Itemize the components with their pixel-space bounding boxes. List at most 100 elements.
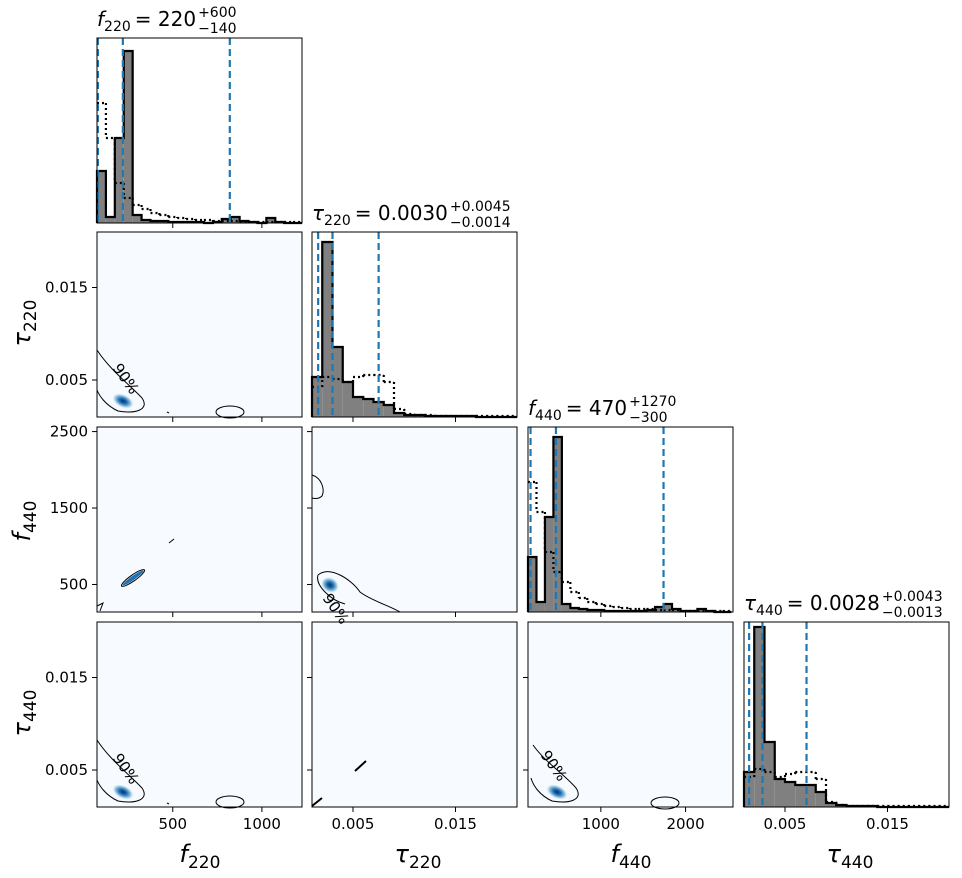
panel-frame: [743, 621, 950, 808]
title-subscript: 440: [756, 603, 783, 619]
hist-bar: [123, 51, 133, 223]
title-symbol: f: [528, 396, 538, 420]
title-symbol: f: [97, 7, 107, 31]
y-axis-label: τ440: [8, 690, 41, 737]
hist-bar: [141, 220, 151, 223]
contour: [168, 538, 175, 544]
title-subscript: 220: [104, 19, 131, 35]
axis-subscript: 440: [619, 853, 651, 873]
hist-bar: [97, 171, 106, 223]
hist-bar: [105, 217, 115, 223]
panel-bg: [528, 622, 733, 807]
contour: [650, 796, 680, 810]
title-symbol: τ: [312, 201, 325, 225]
x-tick-label: 500: [158, 815, 187, 833]
hist-bar: [383, 405, 394, 417]
panel-title: τ440 = 0.0028 +0.0043 −0.0013: [744, 589, 943, 621]
y-tick-label: 0.015: [45, 669, 88, 687]
panel-frame: [311, 231, 518, 418]
y-tick-label: 0.005: [45, 761, 88, 779]
panel-frame: [311, 426, 518, 613]
y-tick-label: 0.005: [45, 371, 88, 389]
y-axis-label: f440: [8, 501, 41, 542]
hist-bar: [230, 217, 240, 223]
axis-subscript: 440: [21, 501, 41, 533]
density-blob: [111, 783, 135, 801]
title-value: = 0.0030: [355, 201, 448, 225]
hist-bar: [655, 607, 664, 612]
hist-bar: [363, 399, 374, 417]
density-panels: [96, 232, 733, 810]
x-axis-label: f440: [611, 840, 652, 873]
contour: [96, 349, 145, 413]
axis-symbol: τ: [395, 840, 410, 868]
x-tick-label: 2000: [666, 815, 704, 833]
axis-symbol: τ: [8, 332, 36, 347]
panel-frame: [96, 621, 303, 808]
panel-frame: [96, 426, 303, 613]
y-tick-label: 500: [59, 575, 88, 593]
x-axis-label: f220: [180, 840, 221, 873]
contour: [96, 739, 145, 803]
panel-frame: [311, 621, 518, 808]
x-tick-label: 1000: [243, 815, 281, 833]
hist-bar: [528, 557, 537, 612]
hist-bar: [785, 782, 796, 807]
x-tick-label: 0.015: [866, 815, 909, 833]
hist-bar: [322, 242, 333, 417]
contour: [96, 601, 104, 612]
title-value: = 220: [135, 7, 196, 31]
hist-bar: [578, 609, 588, 612]
hist-bar: [536, 602, 545, 612]
contour: [166, 411, 170, 414]
title-value: = 0.0028: [787, 591, 880, 615]
panel-title: f220 = 220 +600 −140: [97, 5, 237, 37]
title-plus: +1270: [629, 394, 676, 410]
x-tick-label: 0.005: [332, 815, 375, 833]
title-minus: −0.0013: [882, 605, 943, 621]
hist-bar: [764, 742, 775, 807]
panel-frame: [527, 426, 734, 613]
contour: [317, 571, 401, 613]
contour: [215, 795, 245, 809]
axis-subscript: 440: [21, 690, 41, 722]
title-value: = 470: [566, 396, 627, 420]
density-blob: [111, 392, 135, 410]
axis-subscript: 220: [409, 853, 441, 873]
hist-bar: [353, 397, 364, 417]
panel-title: f440 = 470 +1270 −300: [528, 394, 676, 426]
title-plus: +0.0043: [882, 589, 943, 605]
hist-bar: [553, 437, 562, 612]
hist-bar: [672, 609, 681, 612]
hist-bar: [394, 413, 405, 417]
hist-bar: [697, 609, 706, 612]
panel-bg: [97, 232, 302, 417]
y-tick-label: 2500: [50, 423, 88, 441]
x-axis-label: τ440: [827, 840, 874, 873]
axis-subscript: 220: [188, 853, 220, 873]
x-tick-label: 0.005: [764, 815, 807, 833]
title-symbol: τ: [744, 591, 757, 615]
contour: [530, 744, 579, 803]
hist-bar: [826, 803, 837, 807]
hist-bar: [754, 627, 765, 807]
y-tick-label: 0.015: [45, 279, 88, 297]
title-plus: +600: [198, 5, 236, 21]
hist-bar: [221, 219, 231, 223]
density-blob: [320, 576, 340, 594]
panel-bg: [97, 622, 302, 807]
axis-symbol: τ: [8, 722, 36, 737]
hist-bar: [815, 792, 826, 807]
panel-frame: [527, 621, 734, 808]
hist-bar: [342, 382, 353, 417]
axis-symbol: τ: [827, 840, 842, 868]
hist-bar: [561, 604, 571, 612]
hist-bar: [544, 517, 554, 612]
hist-bar: [132, 215, 142, 223]
contour: [354, 760, 367, 772]
title-plus: +0.0045: [450, 199, 511, 215]
contour: [311, 797, 323, 807]
axis-subscript: 440: [841, 853, 873, 873]
hist-bar: [805, 785, 816, 807]
